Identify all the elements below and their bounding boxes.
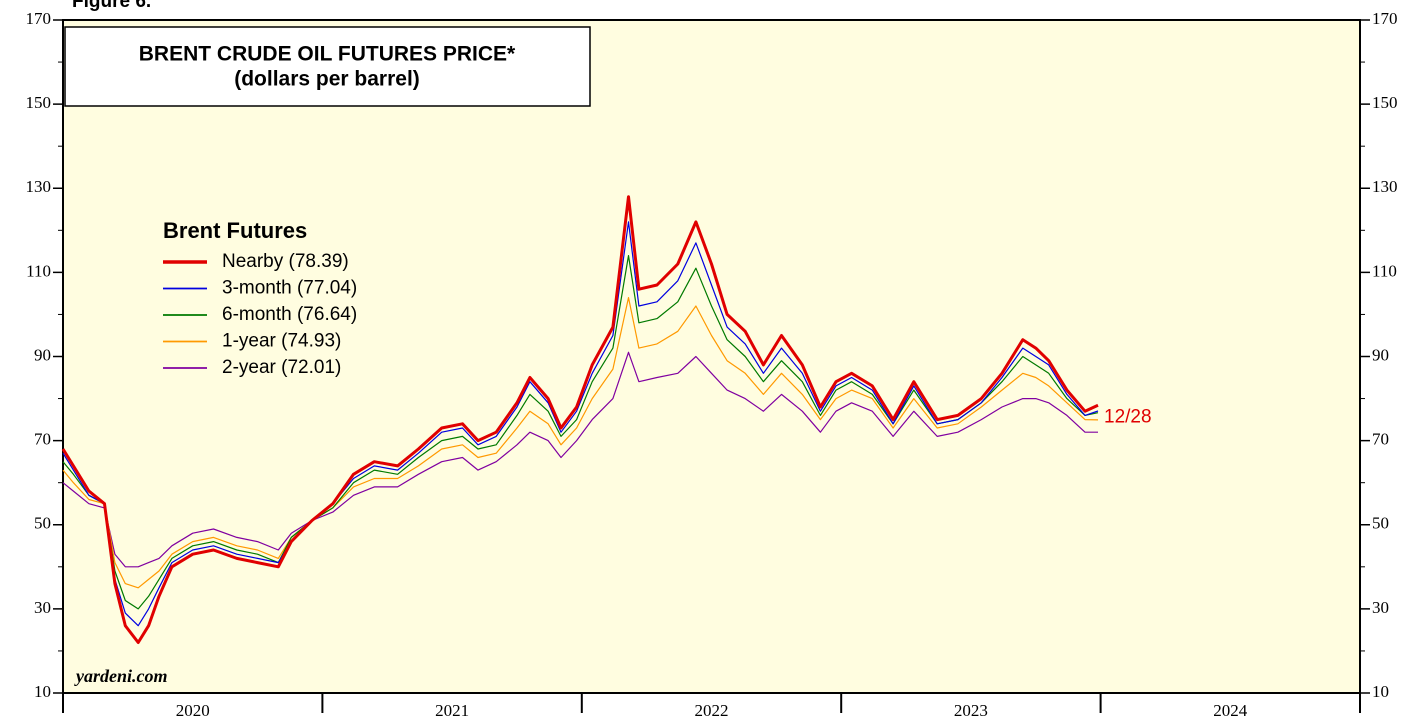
chart-title: BRENT CRUDE OIL FUTURES PRICE* <box>139 43 516 66</box>
y2-tick-label: 50 <box>1372 514 1389 533</box>
series-line <box>61 195 1099 644</box>
y-tick-label: 110 <box>26 261 51 280</box>
y-tick-label: 150 <box>26 93 52 112</box>
plot-area <box>62 19 1361 694</box>
title-box <box>64 26 591 107</box>
legend-label: Nearby (78.39) <box>222 251 349 272</box>
x-tick-label: 2021 <box>435 701 469 720</box>
x-tick-label: 2022 <box>695 701 729 720</box>
source: yardeni.com <box>74 666 168 686</box>
legend-label: 6-month (76.64) <box>222 304 357 325</box>
y2-tick-label: 110 <box>1372 261 1397 280</box>
y2-tick-label: 130 <box>1372 177 1398 196</box>
y-tick-label: 130 <box>26 177 52 196</box>
y-tick-label: 170 <box>26 9 52 28</box>
y2-tick-label: 90 <box>1372 345 1389 364</box>
y2-tick-label: 10 <box>1372 682 1389 701</box>
legend-title: Brent Futures <box>163 218 307 243</box>
x-tick-label: 2024 <box>1213 701 1248 720</box>
series-line <box>62 297 1099 589</box>
y2-tick-label: 170 <box>1372 9 1398 28</box>
end-annotation: 12/28 <box>1104 406 1152 427</box>
y-tick-label: 70 <box>34 430 51 449</box>
y-tick-label: 30 <box>34 598 51 617</box>
x-tick-label: 2023 <box>954 701 988 720</box>
chart-subtitle: (dollars per barrel) <box>234 68 420 91</box>
y-tick-label: 50 <box>34 514 51 533</box>
x-tick-label: 2020 <box>176 701 210 720</box>
figure-label: Figure 6. <box>72 0 151 12</box>
y-tick-label: 10 <box>34 682 51 701</box>
series-line <box>62 351 1098 568</box>
y2-tick-label: 30 <box>1372 598 1389 617</box>
y2-tick-label: 70 <box>1372 430 1389 449</box>
series-line <box>62 221 1099 627</box>
y-tick-label: 90 <box>34 345 51 364</box>
series-line <box>62 255 1099 610</box>
legend-label: 2-year (72.01) <box>222 357 341 378</box>
y2-tick-label: 150 <box>1372 93 1398 112</box>
legend-label: 3-month (77.04) <box>222 278 357 299</box>
legend-label: 1-year (74.93) <box>222 331 341 352</box>
